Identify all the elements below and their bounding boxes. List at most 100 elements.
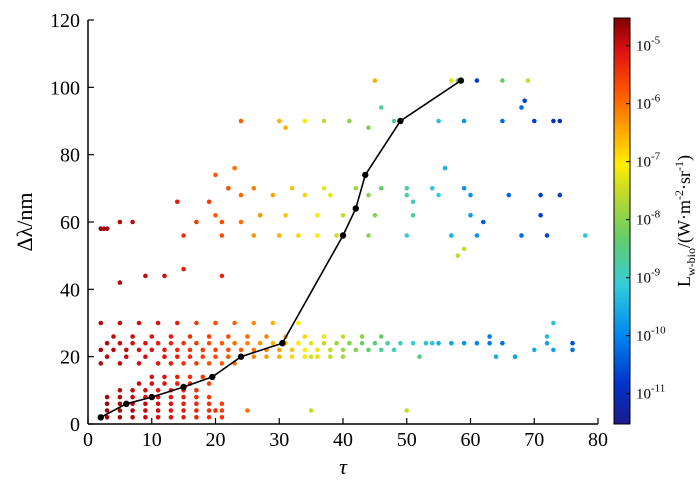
scatter-point [302,192,308,198]
scatter-point [544,233,550,238]
scatter-point [474,340,480,346]
scatter-point [175,320,180,326]
scatter-point [155,361,161,366]
scatter-point [98,347,104,353]
scatter-point [206,381,212,386]
scatter-point [111,334,116,339]
scatter-point [245,408,250,413]
scatter-point [544,340,550,346]
scatter-point [461,118,467,124]
scatter-point [340,354,346,360]
x-tick-label: 40 [333,429,353,451]
scatter-point [111,347,116,353]
scatter-point [143,340,148,346]
scatter-point [372,78,378,83]
scatter-point [264,334,269,339]
x-axis-title: τ [339,454,348,479]
colorbar-tick-label: 10-11 [636,383,665,403]
colorbar-gradient [613,17,631,425]
scatter-point [257,213,263,218]
scatter-point [187,374,193,380]
trend-point [352,205,359,212]
scatter-point [557,118,563,124]
scatter-point [124,347,129,353]
scatter-point [149,347,155,353]
scatter-point [136,381,142,386]
scatter-point [219,340,225,346]
scatter-point [270,340,276,346]
scatter-point [493,354,499,360]
scatter-point [283,125,288,130]
trend-line [100,79,462,419]
scatter-point [232,340,237,346]
scatter-point [251,233,257,238]
scatter-point [117,320,123,326]
scatter-point [487,340,492,346]
scatter-point [168,401,174,407]
scatter-point [302,334,308,339]
scatter-point [347,340,352,346]
scatter-point [181,361,186,366]
scatter-point [289,347,295,353]
trend-point [457,77,465,84]
scatter-point [277,354,282,360]
scatter-point [551,118,556,124]
scatter-point [206,361,212,366]
scatter-point [481,219,486,225]
scatter-point [136,361,142,366]
scatter-point [168,415,174,420]
scatter-point [155,415,161,420]
colorbar-tick-label: 10-9 [636,267,661,287]
colorbar-tick-label: 10-10 [636,325,666,345]
scatter-point [296,233,301,238]
colorbar-tick-label: 10-5 [636,35,661,55]
scatter-point [474,233,480,238]
scatter-point [449,233,454,238]
scatter-point [187,334,193,339]
scatter-point [245,340,250,346]
scatter-point [194,408,199,413]
scatter-point [308,408,314,413]
scatter-point [117,408,123,413]
scatter-point [168,408,174,413]
scatter-point [270,320,276,326]
scatter-point [461,186,467,191]
scatter-point [257,340,263,346]
scatter-point [391,118,397,124]
scatter-point [194,401,199,407]
scatter-point [353,347,359,353]
scatter-point [308,340,314,346]
scatter-point [149,334,155,339]
scatter-point [155,401,161,407]
scatter-point [430,186,435,191]
scatter-point [410,199,416,205]
scatter-point [175,199,180,205]
scatter-point [551,347,556,353]
scatter-point [143,415,148,420]
y-tick-label: 0 [70,414,80,436]
scatter-point [149,381,155,386]
scatter-point [181,233,186,238]
colorbar-tick-label: 10-7 [636,151,661,171]
scatter-point [219,219,225,225]
scatter-point [143,273,148,279]
scatter-point [347,118,352,124]
x-tick-label: 60 [461,429,481,451]
scatter-point [232,165,237,171]
scatter-point [379,186,384,191]
x-tick-label: 50 [397,429,417,451]
scatter-point [219,408,225,413]
trend-point [362,171,369,179]
scatter-point [379,334,384,339]
scatter-point [404,233,410,238]
scatter-point [206,401,212,407]
scatter-point [181,408,186,413]
scatter-point [143,388,148,393]
scatter-point [155,408,161,413]
scatter-point [136,320,142,326]
scatter-point [226,186,231,191]
scatter-point [124,354,129,360]
scatter-point [181,340,186,346]
scatter-point [328,192,333,198]
scatter-point [143,354,148,360]
